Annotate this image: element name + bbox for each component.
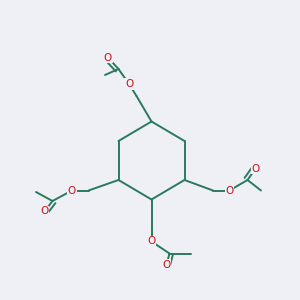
Text: O: O [68,185,76,196]
Text: O: O [125,79,133,89]
Text: O: O [40,206,49,217]
Text: O: O [225,185,234,196]
Text: O: O [147,236,156,247]
Text: O: O [104,52,112,63]
Text: O: O [251,164,260,174]
Text: O: O [162,260,171,270]
